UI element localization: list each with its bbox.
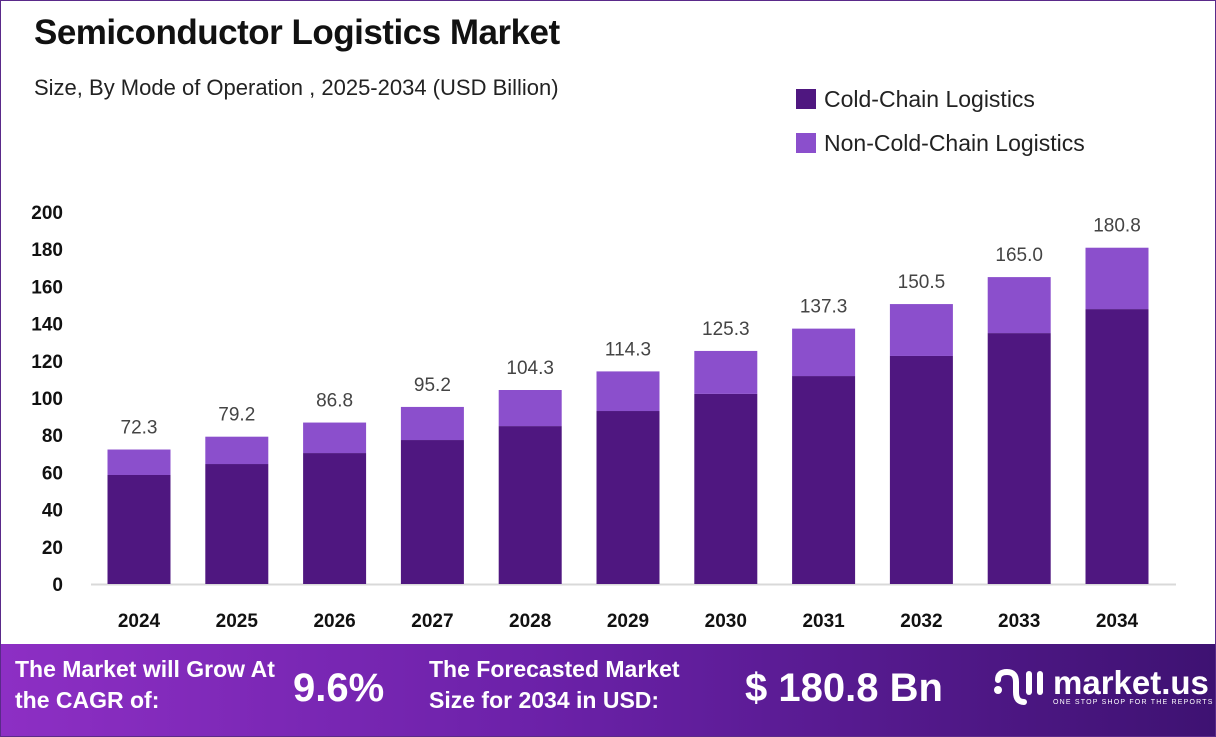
bar-segment-non-cold-chain [596, 371, 660, 412]
x-tick-label: 2034 [1096, 611, 1139, 632]
y-tick-label: 140 [31, 315, 63, 336]
logo-icon [994, 668, 1043, 705]
bar-segment-cold-chain [400, 440, 464, 584]
y-tick-label: 0 [52, 575, 63, 596]
legend-item-non-cold-chain: Non-Cold-Chain Logistics [796, 121, 1085, 165]
y-tick-label: 200 [31, 203, 63, 224]
x-tick-label: 2024 [118, 611, 161, 632]
bar-segment-cold-chain [889, 355, 953, 584]
bar-segment-non-cold-chain [792, 328, 856, 377]
chart-subtitle: Size, By Mode of Operation , 2025-2034 (… [34, 75, 559, 100]
x-tick-label: 2027 [411, 611, 453, 632]
bar-segment-cold-chain [498, 426, 562, 584]
x-tick-label: 2032 [900, 611, 942, 632]
x-tick-label: 2025 [216, 611, 259, 632]
forecast-label: The Forecasted Market Size for 2034 in U… [429, 656, 680, 713]
total-label: 165.0 [995, 245, 1043, 266]
total-label: 125.3 [702, 319, 750, 340]
legend: Cold-Chain Logistics Non-Cold-Chain Logi… [796, 77, 1085, 165]
bar-chart: 0 20 40 60 80 100 120 140 160 180 200 72.3 2024 79.2 2… [31, 203, 1176, 632]
x-tick-label: 2029 [607, 611, 649, 632]
x-tick-label: 2030 [705, 611, 747, 632]
forecast-value: $ 180.8 Bn [745, 666, 943, 710]
total-label: 137.3 [800, 297, 848, 318]
bar-segment-cold-chain [205, 464, 269, 584]
bar-segment-non-cold-chain [1085, 247, 1149, 310]
total-label: 95.2 [414, 375, 451, 396]
y-tick-label: 80 [42, 426, 63, 447]
y-tick-label: 120 [31, 352, 63, 373]
legend-item-cold-chain: Cold-Chain Logistics [796, 77, 1085, 121]
legend-label: Non-Cold-Chain Logistics [824, 129, 1085, 156]
y-tick-label: 100 [31, 389, 63, 410]
bar-segment-non-cold-chain [107, 449, 171, 476]
x-tick-label: 2026 [313, 611, 355, 632]
total-label: 180.8 [1093, 216, 1141, 237]
legend-label: Cold-Chain Logistics [824, 85, 1035, 112]
bar-segment-non-cold-chain [400, 406, 464, 441]
total-label: 114.3 [605, 339, 651, 360]
total-label: 150.5 [898, 272, 946, 293]
cagr-label: The Market will Grow At the CAGR of: [15, 656, 275, 713]
total-label: 86.8 [316, 391, 353, 412]
cagr-value: 9.6% [293, 666, 385, 710]
logo-tagline: ONE STOP SHOP FOR THE REPORTS [1053, 698, 1214, 706]
x-tick-label: 2033 [998, 611, 1040, 632]
chart-title: Semiconductor Logistics Market [34, 13, 560, 52]
y-tick-label: 60 [42, 463, 63, 484]
x-tick-label: 2031 [802, 611, 845, 632]
bar-segment-cold-chain [792, 376, 856, 584]
bar-segment-cold-chain [107, 475, 171, 584]
summary-banner: The Market will Grow At the CAGR of: 9.6… [1, 644, 1215, 736]
legend-swatch [796, 133, 816, 153]
bar-segment-cold-chain [694, 393, 758, 584]
bar-segment-cold-chain [303, 453, 367, 584]
y-tick-label: 160 [31, 277, 63, 298]
total-label: 72.3 [121, 418, 158, 439]
y-tick-label: 180 [31, 240, 63, 261]
bar-segment-cold-chain [596, 411, 660, 584]
x-tick-label: 2028 [509, 611, 551, 632]
legend-swatch [796, 89, 816, 109]
bar-segment-cold-chain [1085, 309, 1149, 584]
bar-segment-non-cold-chain [694, 350, 758, 394]
bar-segment-non-cold-chain [498, 390, 562, 427]
bar-segment-cold-chain [987, 333, 1051, 584]
y-tick-label: 20 [42, 538, 63, 559]
bar-segment-non-cold-chain [889, 304, 953, 356]
market-us-logo: market.us ONE STOP SHOP FOR THE REPORTS [991, 664, 1214, 708]
total-label: 104.3 [506, 358, 554, 379]
bar-segment-non-cold-chain [987, 277, 1051, 334]
y-tick-label: 40 [42, 501, 63, 522]
bar-segment-non-cold-chain [205, 436, 269, 465]
logo-name: market.us [1053, 663, 1209, 701]
bar-segment-non-cold-chain [303, 422, 367, 454]
total-label: 79.2 [218, 405, 255, 426]
